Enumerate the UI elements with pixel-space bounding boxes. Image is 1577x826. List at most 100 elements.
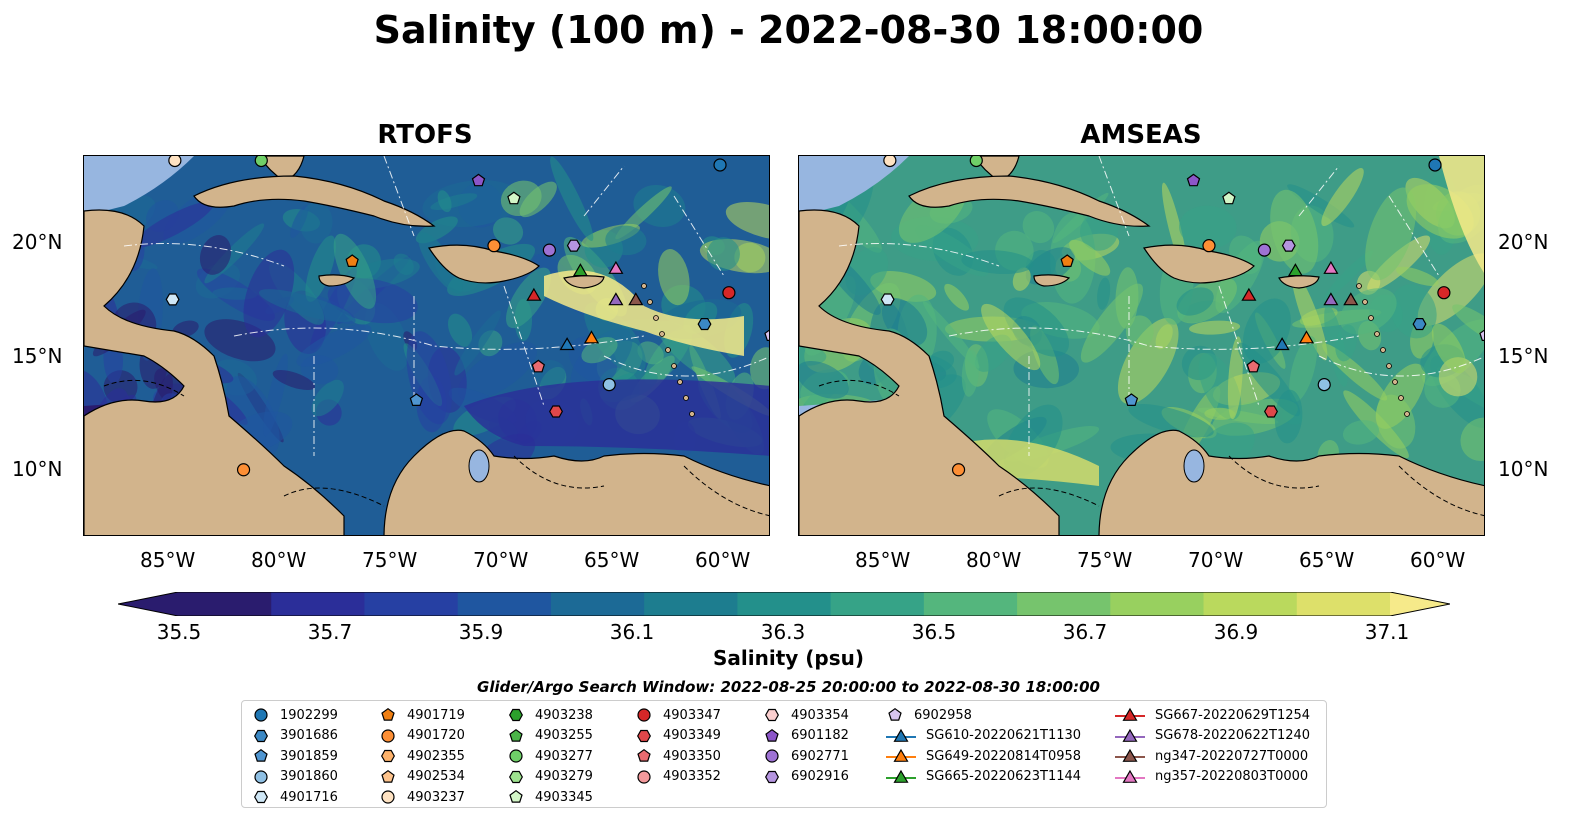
colorbar-label: Salinity (psu) bbox=[712, 646, 864, 670]
observation-marker bbox=[951, 463, 966, 477]
eez-boundaries bbox=[838, 156, 1484, 456]
legend-label: 4903347 bbox=[663, 707, 721, 723]
legend-marker bbox=[254, 790, 268, 804]
observation-marker bbox=[608, 260, 624, 274]
legend-marker-icon bbox=[886, 728, 916, 742]
legend-marker bbox=[765, 749, 779, 763]
lon-tick-label: 60°W bbox=[1410, 548, 1466, 572]
observation-marker bbox=[549, 405, 563, 418]
lat-tick-label: 10°N bbox=[1498, 457, 1549, 481]
colorbar-segment bbox=[1017, 592, 1111, 616]
observation-marker bbox=[880, 293, 895, 306]
legend-label: 4903354 bbox=[791, 707, 849, 723]
lat-tick-label: 15°N bbox=[1498, 344, 1549, 368]
observation-marker bbox=[1323, 260, 1339, 274]
legend-label: 4903255 bbox=[535, 728, 593, 743]
legend-marker bbox=[254, 729, 268, 742]
legend-item: SG678-20220622T1240 bbox=[1115, 726, 1310, 746]
observation-marker bbox=[487, 239, 501, 253]
legend-label: 4901716 bbox=[280, 789, 338, 805]
colorbar-tick-label: 36.1 bbox=[609, 620, 655, 644]
lon-tick-label: 75°W bbox=[1077, 548, 1133, 572]
lon-tick-label: 75°W bbox=[362, 548, 418, 572]
colorbar-segment bbox=[644, 592, 738, 616]
colorbar-segment bbox=[550, 592, 645, 616]
legend-item: 6902958 bbox=[886, 705, 972, 725]
legend-label: 4903238 bbox=[535, 707, 593, 723]
legend-marker bbox=[509, 749, 523, 763]
colorbar-segment bbox=[737, 592, 832, 616]
observation-marker bbox=[572, 263, 588, 277]
central-america-land bbox=[84, 209, 345, 535]
observation-marker bbox=[1287, 263, 1303, 277]
legend-marker bbox=[1122, 769, 1138, 783]
lat-tick-label: 20°N bbox=[1498, 230, 1549, 254]
legend-marker-icon bbox=[381, 707, 395, 721]
legend-marker bbox=[254, 708, 268, 722]
lon-tick-label: 85°W bbox=[140, 548, 196, 572]
legend-marker bbox=[254, 769, 268, 784]
legend-item: 4901720 bbox=[379, 726, 465, 746]
legend-marker bbox=[509, 728, 523, 742]
observation-marker bbox=[542, 243, 556, 257]
legend-marker bbox=[381, 707, 395, 721]
legend-marker-icon bbox=[509, 789, 523, 803]
legend-marker-icon bbox=[1115, 769, 1145, 783]
fresh-band bbox=[464, 379, 769, 456]
legend-marker bbox=[1122, 728, 1138, 742]
observation-marker bbox=[583, 330, 600, 344]
legend-item: 4902534 bbox=[379, 767, 465, 787]
legend-item: SG649-20220814T0958 bbox=[886, 746, 1081, 766]
legend-label: 4903352 bbox=[663, 769, 721, 784]
legend-marker-icon bbox=[886, 748, 916, 762]
legend-label: SG667-20220629T1254 bbox=[1155, 707, 1311, 723]
observation-marker bbox=[507, 191, 521, 205]
observation-marker bbox=[254, 156, 268, 168]
amseas-map[interactable] bbox=[798, 155, 1485, 536]
legend-marker-icon bbox=[254, 769, 268, 784]
lake-maracaibo bbox=[468, 449, 490, 483]
legend-marker-icon bbox=[381, 769, 395, 783]
country-borders bbox=[818, 379, 1484, 517]
observation-marker bbox=[165, 293, 180, 306]
colorbar-tick-label: 36.5 bbox=[911, 620, 957, 644]
legend-marker-icon bbox=[254, 708, 268, 722]
legend-marker-icon bbox=[886, 769, 916, 783]
lon-tick-label: 80°W bbox=[966, 548, 1022, 572]
observation-marker bbox=[531, 359, 546, 373]
antilles-island bbox=[641, 283, 647, 289]
observation-marker bbox=[1257, 243, 1271, 257]
rtofs-map[interactable] bbox=[83, 155, 770, 536]
legend-item: ng347-20220727T0000 bbox=[1115, 746, 1308, 766]
lat-tick-label: 10°N bbox=[12, 457, 63, 481]
legend-item: ng357-20220803T0000 bbox=[1115, 767, 1308, 787]
legend-marker-icon bbox=[765, 749, 779, 763]
observation-marker bbox=[1412, 318, 1427, 331]
legend-label: 4903349 bbox=[663, 728, 721, 743]
legend-marker bbox=[509, 789, 523, 803]
antilles-island bbox=[671, 363, 677, 369]
colorbar-tick-label: 37.1 bbox=[1364, 620, 1410, 644]
legend-marker bbox=[765, 770, 779, 783]
colorbar-extend-low bbox=[118, 592, 178, 616]
antilles-island bbox=[659, 331, 665, 337]
colorbar-extend-high bbox=[1390, 592, 1450, 616]
lat-tick-label: 15°N bbox=[12, 344, 63, 368]
legend-label: 4903277 bbox=[535, 748, 593, 764]
cuba-land bbox=[908, 175, 1151, 227]
page-title: Salinity (100 m) - 2022-08-30 18:00:00 bbox=[373, 8, 1204, 52]
legend-marker-icon bbox=[381, 749, 395, 763]
legend-marker bbox=[509, 708, 523, 722]
legend-item: 4901719 bbox=[379, 705, 465, 725]
observation-marker bbox=[1246, 359, 1261, 373]
observation-marker bbox=[722, 286, 736, 300]
country-borders bbox=[103, 379, 769, 517]
legend-marker-icon bbox=[637, 708, 651, 722]
legend-marker-icon bbox=[509, 728, 523, 742]
colorbar-segment bbox=[364, 592, 459, 616]
legend-item: 3901860 bbox=[252, 767, 338, 787]
observation-marker bbox=[1264, 405, 1278, 418]
legend-label: 3901860 bbox=[280, 769, 338, 784]
legend-label: 4903345 bbox=[535, 789, 593, 805]
legend-label: 4901720 bbox=[407, 728, 465, 743]
